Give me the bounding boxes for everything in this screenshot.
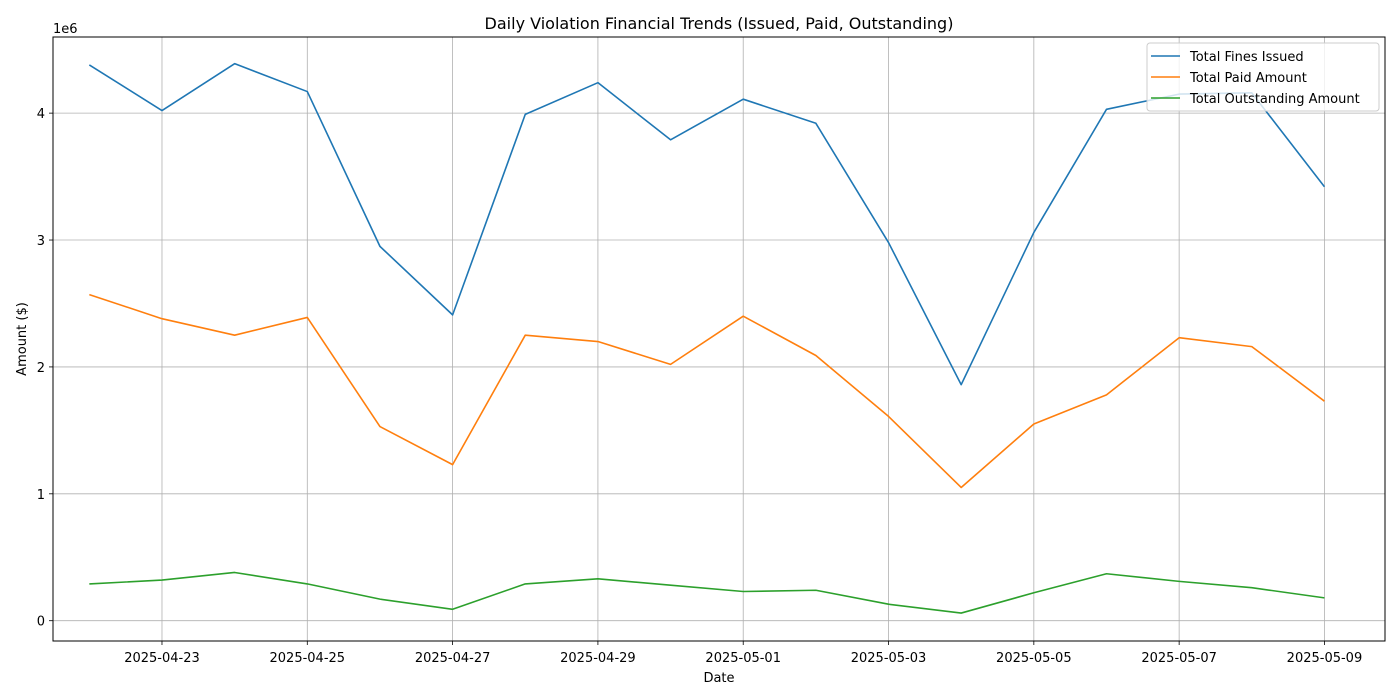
series-line-total-paid-amount [89,293,1325,489]
x-tick-label: 2025-04-29 [560,651,636,666]
x-tick-label: 2025-05-01 [705,651,781,666]
y-axis-label: Amount ($) [15,302,30,376]
x-tick-label: 2025-05-05 [996,651,1072,666]
legend-box [1146,42,1380,112]
x-tick-label: 2025-05-07 [1141,651,1217,666]
series-line-total-fines-issued [88,62,1326,386]
x-tick-label: 2025-04-23 [124,651,200,666]
series-line-total-outstanding-amount [89,571,1325,614]
x-tick-label: 2025-04-27 [415,651,491,666]
y-tick-label: 1 [37,488,45,503]
legend-label-total-fines-issued: Total Fines Issued [1189,50,1304,65]
y-tick-label: 0 [37,615,45,630]
legend-label-total-paid-amount: Total Paid Amount [1189,71,1307,86]
x-tick-label: 2025-04-25 [270,651,346,666]
chart-title: Daily Violation Financial Trends (Issued… [485,14,954,33]
y-tick-label: 4 [37,107,45,122]
axis-ticks: 2025-04-23 2025-04-25 2025-04-27 2025-04-29… [37,107,1363,666]
x-tick-label: 2025-05-09 [1287,651,1363,666]
x-tick-label: 2025-05-03 [851,651,927,666]
plot-frame [52,36,1386,642]
legend-label-total-outstanding-amount: Total Outstanding Amount [1189,92,1360,107]
series-group [88,62,1326,614]
y-axis-offset-label: 1e6 [53,22,78,37]
x-axis-label: Date [703,671,734,686]
legend[interactable]: Total Fines Issued Total Paid Amount Total… [1146,42,1380,112]
y-tick-label: 3 [37,234,45,249]
y-tick-label: 2 [37,361,45,376]
